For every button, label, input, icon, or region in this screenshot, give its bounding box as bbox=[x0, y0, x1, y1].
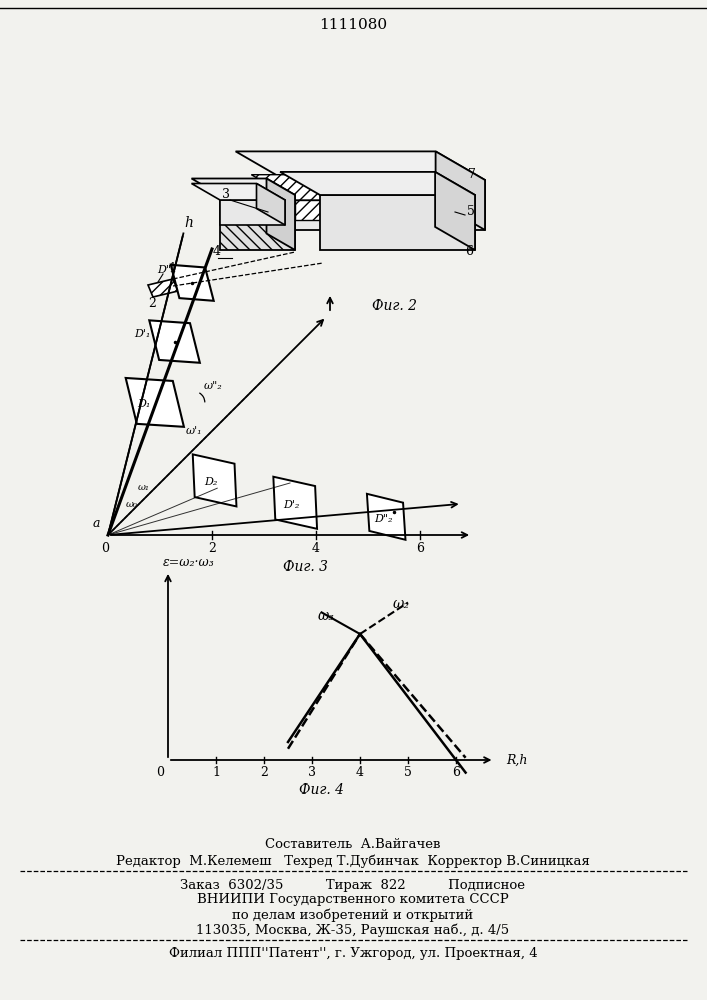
Text: Заказ  6302/35          Тираж  822          Подписное: Заказ 6302/35 Тираж 822 Подписное bbox=[180, 879, 525, 892]
Text: ω"₂: ω"₂ bbox=[204, 381, 222, 391]
Text: Фиг. 2: Фиг. 2 bbox=[373, 299, 418, 313]
Polygon shape bbox=[285, 180, 485, 230]
Polygon shape bbox=[320, 195, 475, 250]
Polygon shape bbox=[126, 378, 184, 427]
Text: ω₁: ω₁ bbox=[138, 483, 150, 492]
Polygon shape bbox=[235, 151, 485, 180]
Text: ω'₁: ω'₁ bbox=[185, 426, 202, 436]
Text: D₁: D₁ bbox=[136, 399, 150, 409]
Text: 2: 2 bbox=[260, 766, 268, 780]
Text: Составитель  А.Вайгачев: Составитель А.Вайгачев bbox=[265, 838, 440, 852]
Polygon shape bbox=[280, 172, 475, 195]
Text: R,h: R,h bbox=[506, 754, 527, 766]
Text: 113035, Москва, Ж-35, Раушская наб., д. 4/5: 113035, Москва, Ж-35, Раушская наб., д. … bbox=[197, 923, 510, 937]
Text: 1: 1 bbox=[168, 262, 176, 275]
Text: h: h bbox=[184, 216, 193, 230]
Text: ВНИИПИ Государственного комитета СССР: ВНИИПИ Государственного комитета СССР bbox=[197, 894, 509, 906]
Text: Филиал ППП''Патент'', г. Ужгород, ул. Проектная, 4: Филиал ППП''Патент'', г. Ужгород, ул. Пр… bbox=[169, 946, 537, 960]
Text: D"₂: D"₂ bbox=[374, 514, 392, 524]
Text: 6: 6 bbox=[416, 542, 424, 556]
Polygon shape bbox=[435, 172, 475, 250]
Text: Фиг. 3: Фиг. 3 bbox=[283, 560, 328, 574]
Polygon shape bbox=[251, 175, 470, 200]
Text: a: a bbox=[93, 517, 100, 530]
Text: D₂: D₂ bbox=[204, 477, 218, 487]
Text: 1: 1 bbox=[212, 766, 220, 780]
Polygon shape bbox=[267, 178, 295, 250]
Polygon shape bbox=[220, 195, 295, 250]
Polygon shape bbox=[171, 265, 214, 301]
Polygon shape bbox=[192, 184, 285, 200]
Text: по делам изобретений и открытий: по делам изобретений и открытий bbox=[233, 908, 474, 922]
Text: 3: 3 bbox=[222, 188, 230, 201]
Text: D"₁: D"₁ bbox=[157, 265, 176, 275]
Polygon shape bbox=[220, 200, 285, 225]
Text: 7: 7 bbox=[468, 168, 476, 181]
Polygon shape bbox=[367, 494, 406, 540]
Text: 4: 4 bbox=[356, 766, 364, 780]
Text: D'₁: D'₁ bbox=[134, 329, 151, 339]
Polygon shape bbox=[193, 454, 236, 506]
Polygon shape bbox=[149, 320, 200, 363]
Text: Редактор  М.Келемеш   Техред Т.Дубинчак  Корректор В.Синицкая: Редактор М.Келемеш Техред Т.Дубинчак Кор… bbox=[116, 854, 590, 868]
Text: 6: 6 bbox=[465, 245, 473, 258]
Text: 1111080: 1111080 bbox=[319, 18, 387, 32]
Polygon shape bbox=[192, 178, 295, 195]
Text: D'₂: D'₂ bbox=[284, 500, 300, 510]
Polygon shape bbox=[148, 279, 178, 297]
Text: Фиг. 4: Фиг. 4 bbox=[299, 783, 344, 797]
Text: 0: 0 bbox=[156, 766, 164, 780]
Polygon shape bbox=[257, 184, 285, 225]
Polygon shape bbox=[295, 200, 470, 220]
Text: 5: 5 bbox=[467, 205, 475, 218]
Text: 2: 2 bbox=[208, 542, 216, 556]
Polygon shape bbox=[436, 151, 485, 230]
Text: 4: 4 bbox=[312, 542, 320, 556]
Text: 4: 4 bbox=[213, 245, 221, 258]
Text: ω₃: ω₃ bbox=[317, 609, 334, 623]
Text: 3: 3 bbox=[308, 766, 316, 780]
Text: ω₀: ω₀ bbox=[126, 500, 138, 509]
Polygon shape bbox=[426, 175, 470, 220]
Text: ε=ω₂·ω₃: ε=ω₂·ω₃ bbox=[163, 556, 215, 570]
Text: 0: 0 bbox=[101, 542, 109, 556]
Text: 6: 6 bbox=[452, 766, 460, 780]
Text: 2: 2 bbox=[148, 297, 156, 310]
Polygon shape bbox=[274, 477, 317, 529]
Text: 5: 5 bbox=[404, 766, 412, 780]
Text: ω₂: ω₂ bbox=[392, 597, 409, 611]
